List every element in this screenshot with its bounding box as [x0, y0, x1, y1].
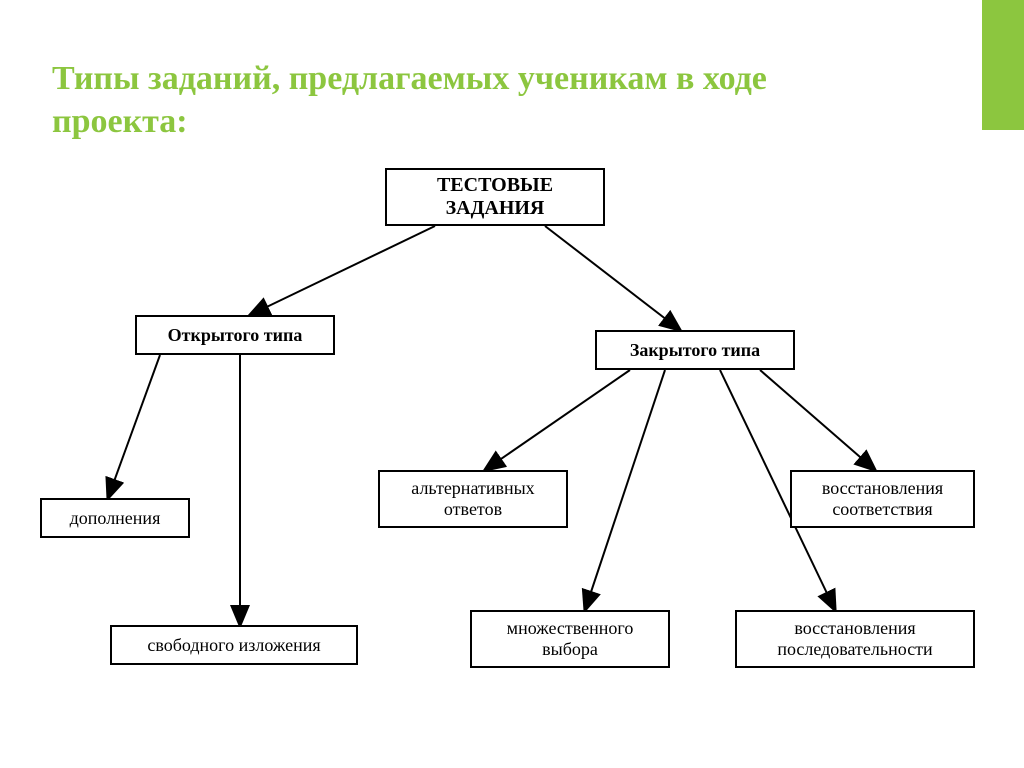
diagram-container: ТЕСТОВЫЕЗАДАНИЯ Открытого типа Закрытого т… — [40, 160, 980, 740]
node-mult: множественноговыбора — [470, 610, 670, 668]
page-title: Типы заданий, предлагаемых ученикам в хо… — [52, 58, 872, 143]
node-free: свободного изложения — [110, 625, 358, 665]
edge-closed-rest_corr — [760, 370, 875, 470]
node-closed: Закрытого типа — [595, 330, 795, 370]
edge-root-open — [250, 226, 435, 315]
node-open: Открытого типа — [135, 315, 335, 355]
node-rest_corr: восстановлениясоответствия — [790, 470, 975, 528]
node-rest_seq: восстановленияпоследовательности — [735, 610, 975, 668]
node-alt: альтернативныхответов — [378, 470, 568, 528]
edge-closed-alt — [485, 370, 630, 470]
node-root: ТЕСТОВЫЕЗАДАНИЯ — [385, 168, 605, 226]
edge-root-closed — [545, 226, 680, 330]
accent-bar — [982, 0, 1024, 130]
edge-open-add — [108, 355, 160, 498]
edge-closed-mult — [585, 370, 665, 610]
node-add: дополнения — [40, 498, 190, 538]
